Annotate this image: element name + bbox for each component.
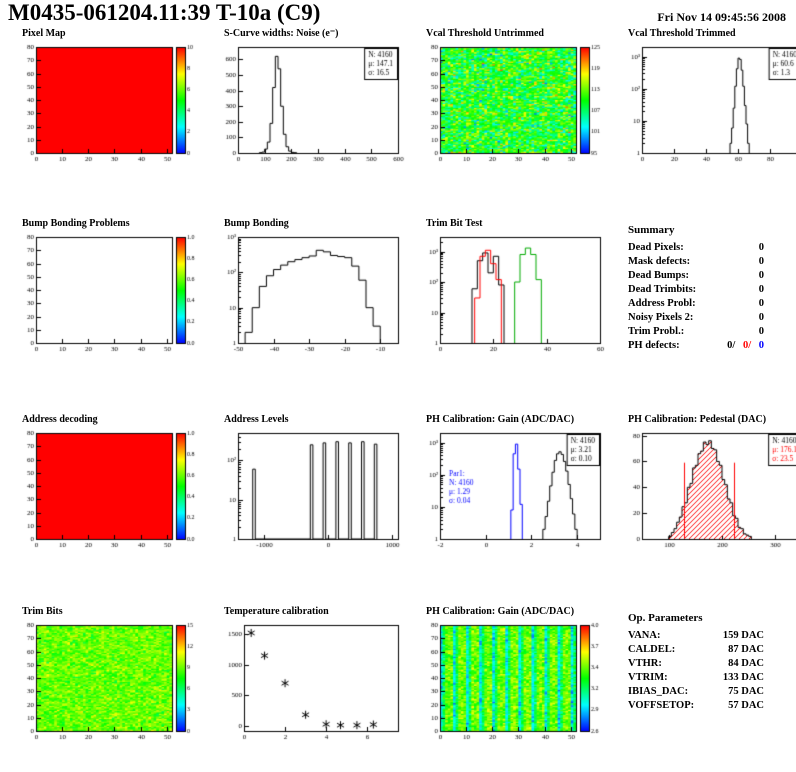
- op-parameter-label: VTRIM:: [628, 672, 668, 683]
- pixel-map-canvas: [10, 41, 206, 169]
- summary-label: Noisy Pixels 2:: [628, 312, 694, 323]
- summary-label: Dead Trimbits:: [628, 284, 697, 295]
- plot-ph-gain-map: PH Calibration: Gain (ADC/DAC): [414, 606, 610, 747]
- summary-label: Dead Pixels:: [628, 242, 684, 253]
- op-parameters-title: Op. Parameters: [628, 612, 703, 624]
- plot-title: Vcal Threshold Untrimmed: [426, 28, 544, 39]
- plot-pixel-map: Pixel Map: [10, 28, 206, 169]
- plot-title: Address Levels: [224, 414, 289, 425]
- summary-label: Dead Bumps:: [628, 270, 689, 281]
- summary-title: Summary: [628, 224, 675, 236]
- summary-value: 0: [758, 256, 764, 267]
- summary-value: 0: [758, 326, 764, 337]
- summary-value: 0: [758, 242, 764, 253]
- op-parameter-row: VTRIM: 133 DAC: [628, 671, 764, 685]
- summary-value: 0: [758, 312, 764, 323]
- trim-bits-canvas: [10, 619, 206, 747]
- op-parameter-label: VOFFSETOP:: [628, 700, 695, 711]
- plot-title: Trim Bits: [22, 606, 63, 617]
- plot-title: PH Calibration: Gain (ADC/DAC): [426, 606, 575, 617]
- plot-bump-bonding: Bump Bonding: [212, 218, 408, 359]
- op-parameter-label: CALDEL:: [628, 644, 676, 655]
- summary-value: 0: [758, 284, 764, 295]
- summary-label: Address Probl:: [628, 298, 696, 309]
- vcal-untrimmed-canvas: [414, 41, 610, 169]
- plot-title: S-Curve widths: Noise (e⁻): [224, 28, 339, 39]
- plot-address-levels: Address Levels: [212, 414, 408, 555]
- ph-gain-map-canvas: [414, 619, 610, 747]
- op-parameter-label: VANA:: [628, 630, 661, 641]
- ph-defect-count-1: 0/: [727, 340, 736, 351]
- plot-temperature-calibration: Temperature calibration: [212, 606, 408, 747]
- plot-title: Vcal Threshold Trimmed: [628, 28, 736, 39]
- plot-title: Address decoding: [22, 414, 98, 425]
- op-parameter-value: 87 DAC: [728, 644, 764, 655]
- op-parameter-value: 159 DAC: [722, 630, 764, 641]
- summary-label: Trim Probl.:: [628, 326, 685, 337]
- summary-value: 0: [758, 270, 764, 281]
- trim-bit-test-canvas: [414, 231, 610, 359]
- op-parameter-row: IBIAS_DAC: 75 DAC: [628, 685, 764, 699]
- op-parameter-row: VOFFSETOP: 57 DAC: [628, 699, 764, 713]
- plot-title: PH Calibration: Pedestal (DAC): [628, 414, 767, 425]
- ph-gain-hist-canvas: [414, 427, 610, 555]
- address-levels-canvas: [212, 427, 408, 555]
- plot-title: Temperature calibration: [224, 606, 329, 617]
- plot-title: Bump Bonding Problems: [22, 218, 130, 229]
- summary-row: Dead Trimbits: 0: [628, 283, 764, 297]
- op-parameters-panel: Op. Parameters VANA: 159 DAC CALDEL: 87 DA…: [628, 612, 764, 713]
- plot-bump-bonding-problems: Bump Bonding Problems: [10, 218, 206, 359]
- plot-title: Trim Bit Test: [426, 218, 483, 229]
- bump-bonding-problems-canvas: [10, 231, 206, 359]
- summary-row: Trim Probl.: 0: [628, 325, 764, 339]
- summary-row: Noisy Pixels 2: 0: [628, 311, 764, 325]
- scurve-noise-canvas: [212, 41, 408, 169]
- ph-pedestal-canvas: [616, 427, 796, 555]
- summary-label: Mask defects:: [628, 256, 691, 267]
- vcal-trimmed-canvas: [616, 41, 796, 169]
- summary-row: Mask defects: 0: [628, 255, 764, 269]
- op-parameter-value: 133 DAC: [722, 672, 764, 683]
- summary-row: Address Probl: 0: [628, 297, 764, 311]
- plot-title: Pixel Map: [22, 28, 66, 39]
- summary-panel: Summary Dead Pixels: 0 Mask defects: 0 Dea…: [628, 224, 764, 353]
- bump-bonding-canvas: [212, 231, 408, 359]
- summary-row-ph-defects: PH defects: 0/ 0/ 0: [628, 339, 764, 353]
- temperature-calibration-canvas: [212, 619, 408, 747]
- plot-trim-bit-test: Trim Bit Test: [414, 218, 610, 359]
- op-parameter-row: VANA: 159 DAC: [628, 629, 764, 643]
- summary-value: 0: [758, 298, 764, 309]
- op-parameter-value: 75 DAC: [728, 686, 764, 697]
- ph-defects-values: 0/ 0/ 0: [722, 339, 764, 353]
- page-title: M0435-061204.11:39 T-10a (C9): [8, 0, 321, 25]
- op-parameter-label: IBIAS_DAC:: [628, 686, 689, 697]
- op-parameter-value: 84 DAC: [728, 658, 764, 669]
- summary-row: Dead Pixels: 0: [628, 241, 764, 255]
- ph-defect-count-3: 0: [758, 340, 764, 351]
- plot-title: PH Calibration: Gain (ADC/DAC): [426, 414, 575, 425]
- plot-address-decoding: Address decoding: [10, 414, 206, 555]
- op-parameter-value: 57 DAC: [728, 700, 764, 711]
- plot-title: Bump Bonding: [224, 218, 289, 229]
- summary-label: PH defects:: [628, 340, 680, 351]
- op-parameter-row: CALDEL: 87 DAC: [628, 643, 764, 657]
- address-decoding-canvas: [10, 427, 206, 555]
- plot-vcal-trimmed: Vcal Threshold Trimmed: [616, 28, 796, 169]
- timestamp: Fri Nov 14 09:45:56 2008: [657, 10, 786, 24]
- ph-defect-count-2: 0/: [742, 340, 752, 351]
- plot-ph-pedestal: PH Calibration: Pedestal (DAC): [616, 414, 796, 555]
- op-parameter-label: VTHR:: [628, 658, 662, 669]
- plot-ph-gain-hist: PH Calibration: Gain (ADC/DAC): [414, 414, 610, 555]
- plot-scurve-noise: S-Curve widths: Noise (e⁻): [212, 28, 408, 169]
- plot-vcal-untrimmed: Vcal Threshold Untrimmed: [414, 28, 610, 169]
- op-parameter-row: VTHR: 84 DAC: [628, 657, 764, 671]
- summary-row: Dead Bumps: 0: [628, 269, 764, 283]
- plot-trim-bits: Trim Bits: [10, 606, 206, 747]
